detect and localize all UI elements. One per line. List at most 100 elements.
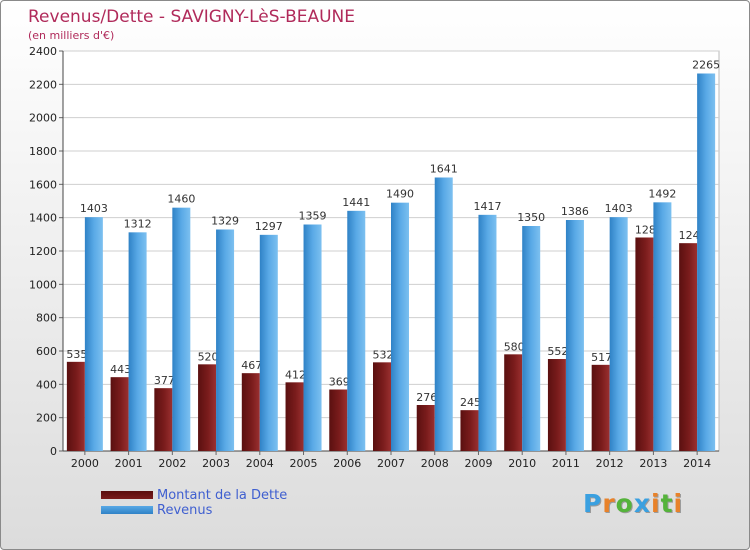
bar-debt bbox=[504, 354, 523, 451]
legend-label-debt: Montant de la Dette bbox=[157, 488, 288, 503]
y-tick-label: 600 bbox=[36, 345, 57, 358]
data-label-debt: 520 bbox=[198, 350, 219, 363]
bar-debt bbox=[635, 237, 654, 451]
data-label-debt: 412 bbox=[285, 368, 306, 381]
y-tick-label: 800 bbox=[36, 312, 57, 325]
bar-debt bbox=[547, 359, 566, 451]
data-label-debt: 443 bbox=[110, 363, 131, 376]
bar-debt bbox=[329, 389, 348, 451]
bar-revenue bbox=[216, 229, 235, 451]
y-tick-label: 1000 bbox=[29, 278, 57, 291]
y-tick-label: 1200 bbox=[29, 245, 57, 258]
chart-subtitle: (en milliers d'€) bbox=[28, 29, 115, 42]
x-tick-label: 2000 bbox=[71, 457, 99, 470]
data-label-revenue: 1403 bbox=[605, 202, 633, 215]
data-label-debt: 517 bbox=[591, 351, 612, 364]
y-tick-label: 200 bbox=[36, 412, 57, 425]
y-tick-label: 1600 bbox=[29, 178, 57, 191]
bar-revenue bbox=[259, 234, 278, 451]
data-label-revenue: 1297 bbox=[255, 220, 283, 233]
bar-revenue bbox=[478, 214, 497, 451]
y-tick-label: 1800 bbox=[29, 145, 57, 158]
bar-revenue bbox=[522, 226, 541, 451]
bar-revenue bbox=[128, 232, 147, 451]
data-label-debt: 552 bbox=[547, 345, 568, 358]
y-tick-label: 0 bbox=[50, 445, 57, 458]
x-tick-label: 2009 bbox=[464, 457, 492, 470]
legend-label-revenue: Revenus bbox=[157, 503, 213, 518]
data-label-revenue: 1460 bbox=[167, 193, 195, 206]
y-tick-label: 2200 bbox=[29, 78, 57, 91]
x-tick-label: 2001 bbox=[115, 457, 143, 470]
x-tick-label: 2010 bbox=[508, 457, 536, 470]
legend-swatch-revenue bbox=[101, 506, 153, 514]
bar-revenue bbox=[697, 73, 716, 451]
x-tick-label: 2005 bbox=[290, 457, 318, 470]
bar-revenue bbox=[84, 217, 103, 451]
x-tick-label: 2002 bbox=[158, 457, 186, 470]
data-label-debt: 377 bbox=[154, 374, 175, 387]
bar-debt bbox=[373, 362, 391, 451]
x-tick-label: 2013 bbox=[639, 457, 667, 470]
x-tick-label: 2007 bbox=[377, 457, 405, 470]
data-label-debt: 245 bbox=[460, 396, 481, 409]
x-tick-label: 2008 bbox=[421, 457, 449, 470]
data-label-revenue: 1641 bbox=[430, 163, 458, 176]
data-label-debt: 124 bbox=[679, 229, 700, 242]
legend-swatch-debt bbox=[101, 491, 153, 499]
bar-debt bbox=[241, 373, 260, 451]
y-tick-label: 2400 bbox=[29, 45, 57, 58]
bar-debt bbox=[591, 364, 610, 451]
bar-revenue bbox=[565, 220, 584, 451]
data-label-debt: 580 bbox=[504, 340, 525, 353]
data-label-revenue: 1312 bbox=[124, 217, 152, 230]
logo-letter: o bbox=[615, 489, 634, 518]
bar-debt bbox=[110, 377, 129, 451]
data-label-revenue: 1492 bbox=[648, 187, 676, 200]
bar-revenue bbox=[434, 177, 453, 451]
data-label-revenue: 1490 bbox=[386, 188, 414, 201]
data-label-debt: 467 bbox=[241, 359, 262, 372]
x-tick-label: 2014 bbox=[683, 457, 711, 470]
bar-revenue bbox=[653, 202, 672, 451]
bar-debt bbox=[198, 364, 217, 451]
logo-letter: P bbox=[583, 489, 603, 518]
bar-debt bbox=[285, 382, 304, 451]
data-label-revenue: 1359 bbox=[299, 210, 327, 223]
logo-letter: r bbox=[602, 489, 616, 518]
data-label-debt: 369 bbox=[329, 376, 350, 389]
bar-revenue bbox=[391, 202, 409, 451]
logo-letter: i bbox=[651, 489, 661, 518]
bar-debt bbox=[154, 388, 173, 451]
bar-revenue bbox=[609, 217, 628, 451]
y-tick-label: 2000 bbox=[29, 112, 57, 125]
bar-debt bbox=[679, 243, 698, 451]
bar-revenue bbox=[303, 224, 322, 451]
logo-letter: x bbox=[633, 489, 651, 518]
data-label-debt: 276 bbox=[416, 391, 437, 404]
y-tick-label: 400 bbox=[36, 378, 57, 391]
bar-debt bbox=[416, 405, 435, 451]
data-label-revenue: 1329 bbox=[211, 215, 239, 228]
chart-title: Revenus/Dette - SAVIGNY-LèS-BEAUNE bbox=[28, 7, 356, 27]
x-tick-label: 2006 bbox=[333, 457, 361, 470]
data-label-revenue: 1350 bbox=[517, 211, 545, 224]
data-label-revenue: 1417 bbox=[473, 200, 501, 213]
data-label-revenue: 2265 bbox=[692, 59, 720, 72]
logo-letter: i bbox=[673, 489, 684, 518]
bar-revenue bbox=[347, 210, 366, 451]
x-tick-label: 2012 bbox=[596, 457, 624, 470]
x-tick-label: 2011 bbox=[552, 457, 580, 470]
logo-letter: t bbox=[660, 489, 674, 518]
bar-debt bbox=[66, 361, 85, 451]
data-label-debt: 128 bbox=[635, 224, 656, 237]
bar-debt bbox=[460, 410, 479, 451]
bar-revenue bbox=[172, 207, 191, 451]
proxiti-logo: Proxiti bbox=[583, 489, 683, 518]
x-tick-label: 2004 bbox=[246, 457, 274, 470]
data-label-revenue: 1403 bbox=[80, 202, 108, 215]
x-tick-label: 2003 bbox=[202, 457, 230, 470]
y-tick-label: 1400 bbox=[29, 212, 57, 225]
